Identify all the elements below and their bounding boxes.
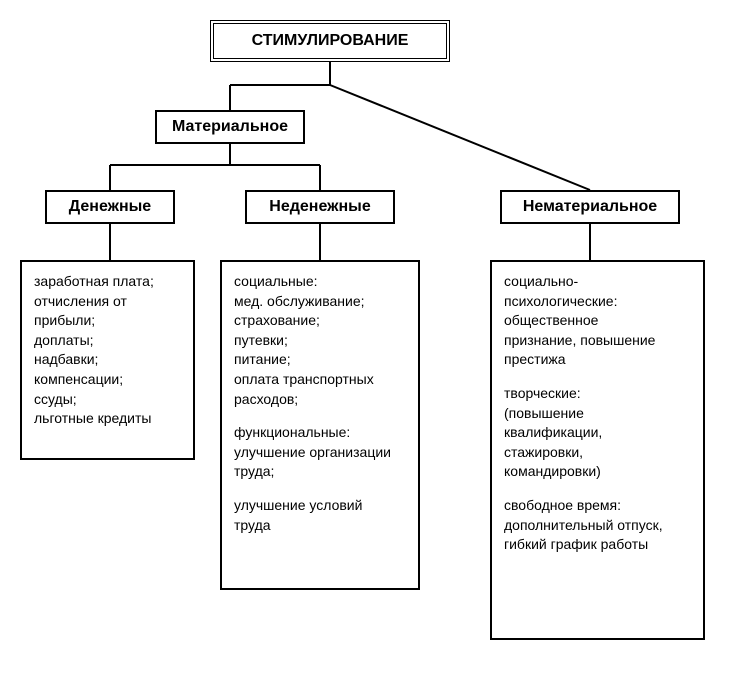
nonmonetary-g1: социальные: мед. обслуживание; страхован… [234, 272, 406, 409]
material-box: Материальное [155, 110, 305, 144]
monetary-box: Денежные [45, 190, 175, 224]
nonmaterial-g3: свободное время: дополнительный отпуск, … [504, 496, 691, 555]
nonmaterial-content: социально- психологические: общественное… [490, 260, 705, 640]
monetary-label: Денежные [69, 198, 151, 215]
nonmaterial-box: Нематериальное [500, 190, 680, 224]
nonmonetary-label: Неденежные [269, 198, 370, 215]
nonmonetary-g3: улучшение условий труда [234, 496, 406, 535]
nonmonetary-g2: функциональные: улучшение организации тр… [234, 423, 406, 482]
root-title: СТИМУЛИРОВАНИЕ [252, 32, 409, 49]
nonmaterial-g2: творческие: (повышение квалификации, ста… [504, 384, 691, 482]
material-label: Материальное [172, 118, 288, 135]
root-box: СТИМУЛИРОВАНИЕ [210, 20, 450, 62]
monetary-text: заработная плата; отчисления от прибыли;… [34, 272, 181, 429]
nonmaterial-label: Нематериальное [523, 198, 657, 215]
monetary-content: заработная плата; отчисления от прибыли;… [20, 260, 195, 460]
stimulation-diagram: СТИМУЛИРОВАНИЕ Материальное Нематериальн… [20, 20, 727, 669]
nonmonetary-box: Неденежные [245, 190, 395, 224]
nonmonetary-content: социальные: мед. обслуживание; страхован… [220, 260, 420, 590]
nonmaterial-g1: социально- психологические: общественное… [504, 272, 691, 370]
